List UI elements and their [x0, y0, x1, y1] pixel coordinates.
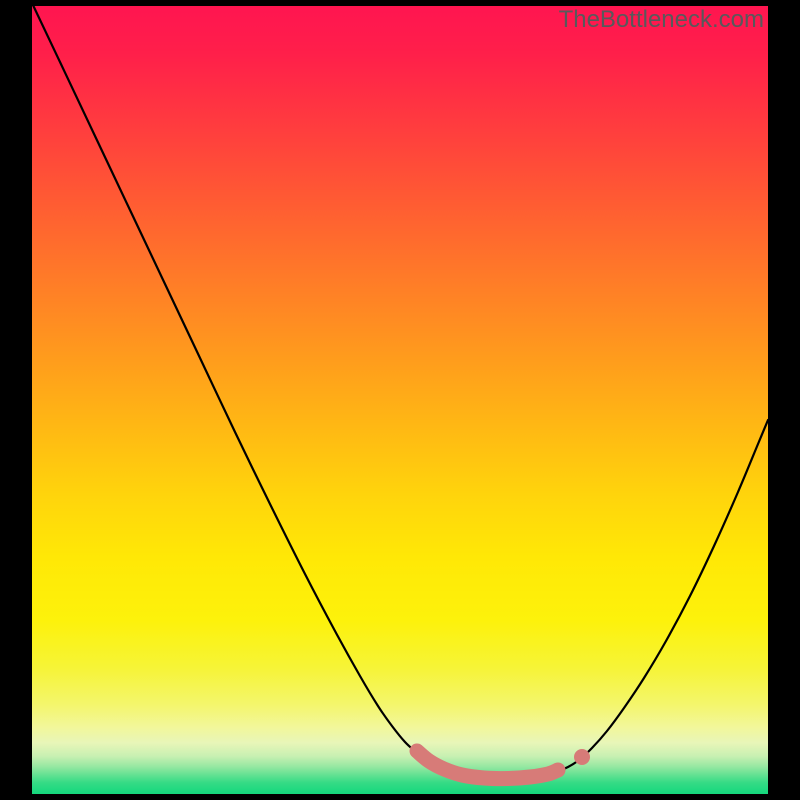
chart-frame: TheBottleneck.com [0, 0, 800, 800]
curve-layer [0, 0, 800, 800]
optimal-zone-highlight [417, 751, 558, 779]
bottleneck-curve [32, 3, 768, 779]
optimal-zone-end-dot [574, 749, 590, 765]
border-left [0, 0, 32, 800]
border-right [768, 0, 800, 800]
border-bottom [0, 794, 800, 800]
watermark-text: TheBottleneck.com [559, 6, 764, 34]
